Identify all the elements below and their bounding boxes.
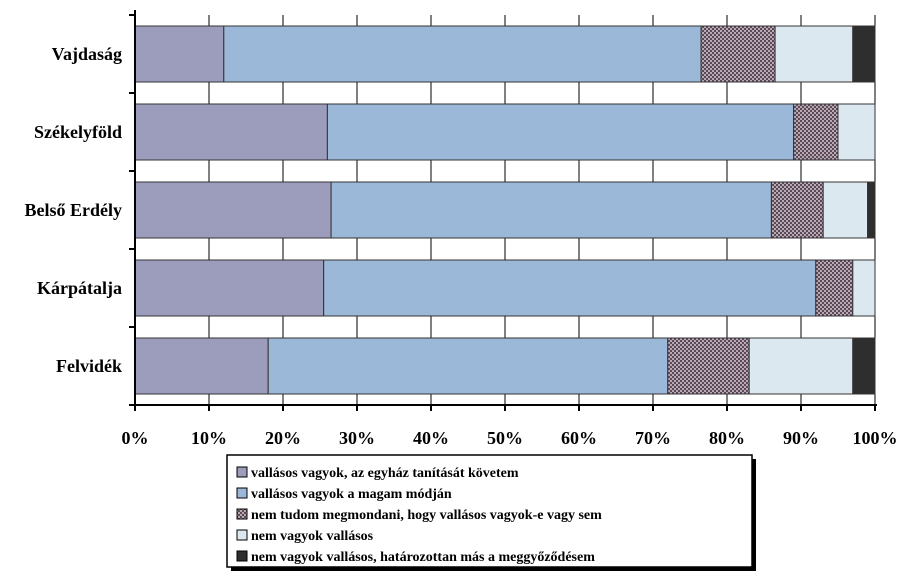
bar-segment <box>323 259 817 317</box>
category-label: Kárpátalja <box>37 278 122 298</box>
category-label: Belső Erdély <box>25 200 123 220</box>
x-tick-label: 10% <box>191 428 227 448</box>
x-tick-label: 90% <box>783 428 819 448</box>
legend-swatch <box>236 466 248 478</box>
bar-segment <box>134 337 269 395</box>
x-tick-label: 40% <box>413 428 449 448</box>
x-tick-label: 60% <box>561 428 597 448</box>
x-tick-label: 100% <box>853 428 898 448</box>
x-tick-label: 30% <box>339 428 375 448</box>
bar-segment <box>326 103 795 161</box>
bar-segment <box>748 337 854 395</box>
bar-segment <box>223 25 702 83</box>
category-label: Székelyföld <box>34 122 122 142</box>
category-label: Vajdaság <box>52 44 122 64</box>
legend-label: nem vagyok vallásos, határozottan más a … <box>251 550 595 565</box>
bar-segment <box>700 25 776 83</box>
x-tick-label: 70% <box>635 428 671 448</box>
legend: vallásos vagyok, az egyház tanítását köv… <box>226 454 756 571</box>
bar-segment <box>815 259 854 317</box>
x-tick-label: 20% <box>265 428 301 448</box>
legend-label: nem vagyok vallásos <box>251 529 374 544</box>
legend-label: vallásos vagyok, az egyház tanítását köv… <box>251 466 519 481</box>
bar-segment <box>793 103 839 161</box>
bar-segment <box>267 337 669 395</box>
x-tick-label: 50% <box>487 428 523 448</box>
bar-segment <box>134 181 332 239</box>
bar-segment <box>134 25 225 83</box>
legend-swatch <box>236 529 248 541</box>
bar-segment <box>330 181 772 239</box>
legend-swatch <box>236 508 248 520</box>
legend-label: vallásos vagyok a magam módján <box>251 487 452 502</box>
x-tick-label: 80% <box>709 428 745 448</box>
legend-label: nem tudom megmondani, hogy vallásos vagy… <box>251 508 602 523</box>
bars <box>134 25 876 395</box>
bar-segment <box>837 103 876 161</box>
category-label: Felvidék <box>56 356 122 376</box>
bar-segment <box>134 259 325 317</box>
legend-swatch <box>236 550 248 562</box>
bar-segment <box>852 25 876 83</box>
bar-segment <box>774 25 854 83</box>
bar-segment <box>134 103 328 161</box>
bar-segment <box>822 181 869 239</box>
legend-box <box>226 454 753 568</box>
bar-segment <box>867 181 876 239</box>
bar-segment <box>852 337 876 395</box>
x-tick-label: 0% <box>122 428 149 448</box>
legend-swatch <box>236 487 248 499</box>
axes <box>129 10 877 411</box>
axis-labels: 0% 10% 20% 30% 40% 50% 60% 70% 80% 90% 100% Vajdasá… <box>25 44 898 448</box>
bar-segment <box>667 337 750 395</box>
bar-segment <box>770 181 824 239</box>
bar-segment <box>852 259 876 317</box>
